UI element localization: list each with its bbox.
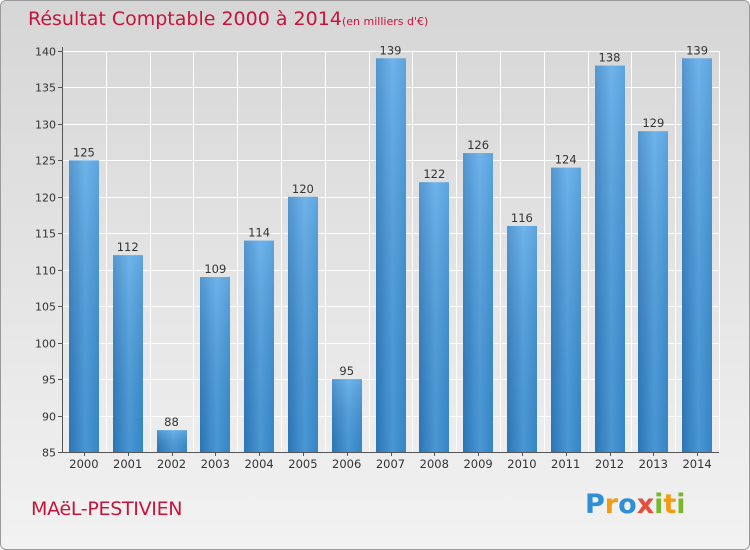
x-tick-label: 2011 [551,457,580,471]
x-tick-label: 2003 [201,457,230,471]
logo-letter: P [585,489,605,520]
x-tick-label: 2005 [288,457,317,471]
bar-shade [463,153,493,452]
y-tick-label: 115 [35,228,56,241]
y-tick-label: 105 [35,301,56,314]
x-tick-label: 2001 [113,457,142,471]
logo-letter: x [636,489,655,520]
y-tick-label: 95 [42,374,56,387]
data-label: 109 [204,262,226,276]
bar-shade [419,182,449,452]
data-label: 138 [599,51,621,65]
data-label: 126 [467,138,489,152]
y-tick-label: 120 [35,192,56,205]
data-label: 95 [339,364,354,378]
bar-shade [69,160,99,452]
x-tick-label: 2004 [244,457,273,471]
bar-shade [244,240,274,452]
bar-shade [157,430,187,452]
logo-letter: i [654,489,664,520]
data-label: 122 [423,167,445,181]
logo-letter: t [663,489,677,520]
x-tick-label: 2007 [376,457,405,471]
x-tick-label: 2006 [332,457,361,471]
y-tick-label: 130 [35,119,56,132]
logo-letter: o [618,489,637,520]
data-label: 88 [164,415,179,429]
data-label: 112 [117,240,139,254]
bar-shade [332,379,362,452]
x-tick-label: 2009 [463,457,492,471]
bar-shade [376,58,406,453]
bar-shade [113,255,143,452]
x-tick-label: 2010 [507,457,536,471]
data-label: 125 [73,145,95,159]
chart-title: Résultat Comptable 2000 à 2014 [28,8,342,30]
data-label: 120 [292,182,314,196]
data-label: 124 [555,153,577,167]
data-label: 129 [642,116,664,130]
y-tick-label: 125 [35,155,56,168]
x-tick-label: 2012 [595,457,624,471]
bars: 125 112 88 109 114 120 95 139 122 126 116 124 138 129… [69,43,712,453]
data-label: 139 [686,43,708,57]
logo-letter: i [676,489,686,520]
bar-shade [551,167,581,452]
y-tick-label: 85 [42,447,56,460]
x-tick-label: 2002 [157,457,186,471]
y-tick-label: 110 [35,265,56,278]
bar-shade [638,131,668,452]
data-label: 116 [511,211,533,225]
y-tick-label: 135 [35,82,56,95]
y-tick-label: 90 [42,411,56,424]
y-tick-label: 100 [35,338,56,351]
bar-shade [288,196,318,452]
bar-shade [595,65,625,452]
x-tick-label: 2000 [69,457,98,471]
proxiti-logo: Proxiti [585,489,686,520]
x-tick-label: 2014 [682,457,711,471]
chart-subtitle: (en milliers d'€) [342,15,429,28]
place-name: MAëL-PESTIVIEN [31,498,183,520]
data-label: 139 [380,43,402,57]
logo-letter: r [604,489,619,520]
x-tick-label: 2008 [420,457,449,471]
data-label: 114 [248,226,270,240]
bar-shade [682,58,712,453]
bar-shade [200,277,230,452]
bar-shade [507,225,537,452]
y-tick-label: 140 [35,46,56,59]
x-tick-label: 2013 [639,457,668,471]
axes: 85 90 95 100 105 110 115 120 125 130 135 140 2000 200… [35,46,719,471]
